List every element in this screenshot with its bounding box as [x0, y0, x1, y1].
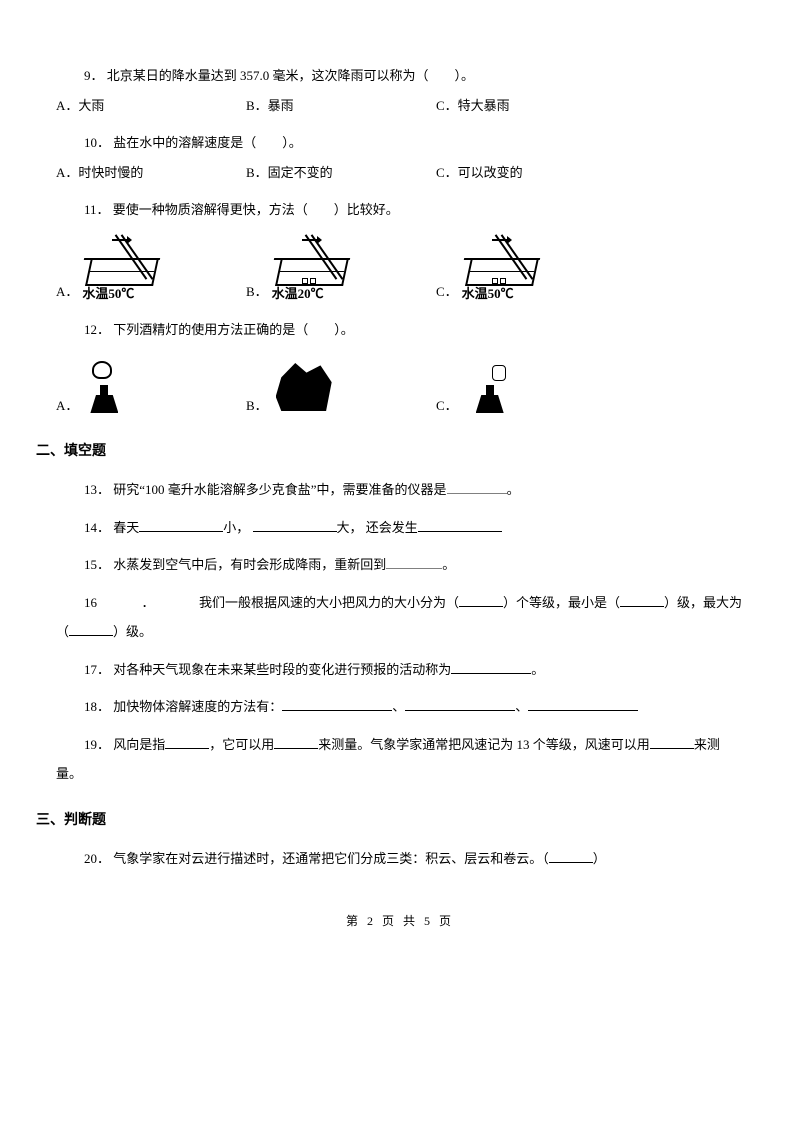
question-16-cont: （）级。	[56, 622, 764, 642]
q9-opt-b[interactable]: B．暴雨	[246, 96, 436, 116]
blank[interactable]	[274, 735, 318, 749]
q11-text: 要使一种物质溶解得更快，方法（ ）比较好。	[113, 202, 399, 217]
blank[interactable]	[386, 555, 442, 569]
question-10: 10． 盐在水中的溶解速度是（ ）。	[84, 133, 764, 153]
q10-text: 盐在水中的溶解速度是（ ）。	[113, 135, 302, 150]
blank[interactable]	[459, 593, 503, 607]
section-2-title: 二、填空题	[36, 441, 764, 462]
q11-number: 11．	[84, 202, 110, 217]
page-footer: 第 2 页 共 5 页	[36, 912, 764, 930]
q10-opt-b[interactable]: B．固定不变的	[246, 163, 436, 183]
question-19-cont: 量。	[56, 764, 764, 784]
q9-opt-c[interactable]: C．特大暴雨	[436, 96, 626, 116]
q11-opt-a[interactable]: A． 水温50℃	[56, 242, 246, 302]
beaker-diagram-c: 水温50℃	[462, 242, 552, 302]
question-18: 18． 加快物体溶解速度的方法有：、、	[84, 697, 764, 717]
q11-opt-b[interactable]: B． 水温20℃	[246, 242, 436, 302]
q9-opt-a[interactable]: A．大雨	[56, 96, 246, 116]
question-15: 15． 水蒸发到空气中后，有时会形成降雨，重新回到。	[84, 555, 764, 575]
blank[interactable]	[451, 660, 531, 674]
q12-opt-b[interactable]: B．	[246, 355, 436, 415]
q9-options: A．大雨 B．暴雨 C．特大暴雨	[56, 96, 764, 116]
q10-options: A．时快时慢的 B．固定不变的 C．可以改变的	[56, 163, 764, 183]
question-14: 14． 春天小， 大， 还会发生	[84, 518, 764, 538]
blank[interactable]	[650, 735, 694, 749]
blank[interactable]	[253, 518, 337, 532]
q11-opt-c[interactable]: C． 水温50℃	[436, 242, 626, 302]
beaker-diagram-b: 水温20℃	[272, 242, 362, 302]
question-9: 9． 北京某日的降水量达到 357.0 毫米，这次降雨可以称为（ ）。	[84, 66, 764, 86]
q10-number: 10．	[84, 135, 110, 150]
question-19: 19． 风向是指，它可以用来测量。气象学家通常把风速记为 13 个等级，风速可以…	[84, 735, 764, 755]
q12-opt-a[interactable]: A．	[56, 355, 246, 415]
q9-text: 北京某日的降水量达到 357.0 毫米，这次降雨可以称为（ ）。	[107, 68, 474, 83]
question-17: 17． 对各种天气现象在未来某些时段的变化进行预报的活动称为。	[84, 660, 764, 680]
blank[interactable]	[528, 697, 638, 711]
question-16: 16 ． 我们一般根据风速的大小把风力的大小分为（）个等级，最小是（）级，最大为	[84, 593, 764, 613]
q9-number: 9．	[84, 68, 104, 83]
blank[interactable]	[405, 697, 515, 711]
blank[interactable]	[165, 735, 209, 749]
blank[interactable]	[447, 480, 507, 494]
blank[interactable]	[69, 622, 113, 636]
q12-number: 12．	[84, 322, 110, 337]
question-20: 20． 气象学家在对云进行描述时，还通常把它们分成三类：积云、层云和卷云。（）	[84, 849, 764, 869]
beaker-diagram-a: 水温50℃	[82, 242, 172, 302]
blank[interactable]	[282, 697, 392, 711]
section-3-title: 三、判断题	[36, 810, 764, 831]
question-13: 13． 研究“100 毫升水能溶解多少克食盐”中，需要准备的仪器是。	[84, 480, 764, 500]
q12-text: 下列酒精灯的使用方法正确的是（ ）。	[113, 322, 354, 337]
q12-options: A． B． C．	[56, 355, 764, 415]
q10-opt-c[interactable]: C．可以改变的	[436, 163, 626, 183]
blank[interactable]	[620, 593, 664, 607]
blank[interactable]	[139, 518, 223, 532]
question-12: 12． 下列酒精灯的使用方法正确的是（ ）。	[84, 320, 764, 340]
q11-options: A． 水温50℃ B． 水温20℃ C． 水温50℃	[56, 242, 764, 302]
lamp-diagram-b	[272, 359, 336, 415]
lamp-diagram-c	[462, 355, 518, 415]
lamp-diagram-a	[82, 359, 138, 415]
q10-opt-a[interactable]: A．时快时慢的	[56, 163, 246, 183]
blank[interactable]	[549, 849, 593, 863]
question-11: 11． 要使一种物质溶解得更快，方法（ ）比较好。	[84, 200, 764, 220]
blank[interactable]	[418, 518, 502, 532]
q12-opt-c[interactable]: C．	[436, 355, 626, 415]
